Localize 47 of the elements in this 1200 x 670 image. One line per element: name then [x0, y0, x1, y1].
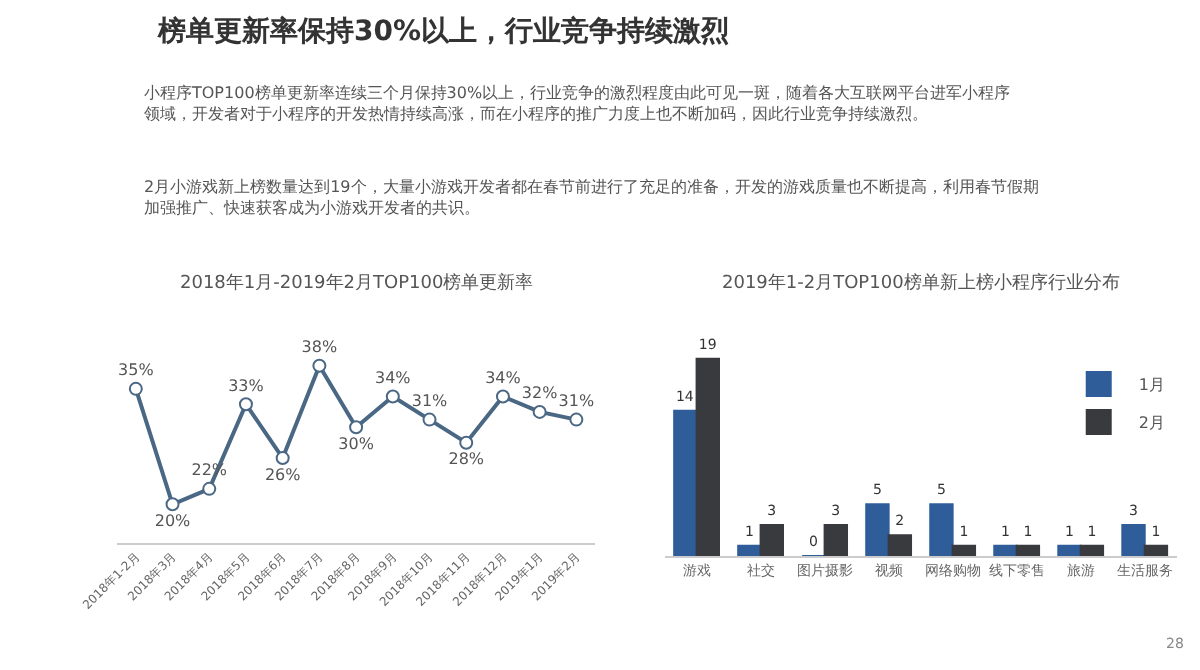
data-label: 34%	[375, 369, 412, 388]
data-label: 31%	[558, 392, 595, 411]
chart-title: 2019年1-2月TOP100榜单新上榜小程序行业分布	[722, 272, 1120, 294]
chart-title: 2018年1月-2019年2月TOP100榜单更新率	[180, 272, 534, 294]
text: 小程序TOP100榜单更新率连续三个月保持30%以上，行业竞争的激烈程度由此可见一斑，随着各大互联网平台进军小程序领域，开发者对于小程序的开发热情持续高涨，而在小程序的推广力度上也不断加码，因此行业竞争持续激烈。	[144, 84, 1011, 123]
data-label: 38%	[301, 338, 338, 357]
bar	[1057, 544, 1082, 557]
bar	[929, 503, 954, 557]
data-label: 34%	[485, 369, 522, 388]
bar	[823, 523, 849, 557]
point	[128, 381, 143, 396]
point	[238, 397, 253, 412]
data-label: 35%	[118, 361, 155, 380]
point	[385, 389, 400, 404]
data-label: 32%	[521, 384, 559, 403]
bar	[1121, 523, 1146, 557]
point	[495, 389, 510, 404]
bar	[1079, 544, 1105, 557]
point	[275, 451, 290, 466]
bar	[1015, 544, 1041, 557]
data-label: 20%	[154, 511, 192, 530]
text: 榜单更新率保持30%以上，行业竞争持续激烈	[156, 14, 730, 48]
data-label: 28%	[448, 450, 485, 469]
point	[569, 412, 584, 427]
point	[312, 358, 327, 373]
bar	[1143, 544, 1169, 557]
point	[422, 412, 437, 427]
bar	[673, 409, 698, 557]
bar	[887, 534, 913, 557]
bar	[865, 503, 890, 557]
point	[459, 435, 474, 450]
data-label: 26%	[264, 465, 302, 484]
point	[349, 420, 364, 435]
bar	[993, 544, 1018, 557]
bar	[695, 357, 720, 557]
legend-label: 2月	[1138, 414, 1165, 433]
data-label: 30%	[338, 434, 375, 453]
data-label: 31%	[411, 392, 449, 411]
point	[165, 497, 180, 512]
data-label: 33%	[228, 376, 265, 395]
text: 2月小游戏新上榜数量达到19个，大量小游戏开发者都在春节前进行了充足的准备，开发的游戏质量也不断提高，利用春节假期加强推广、快速获客成为小游戏开发者的共识。	[144, 178, 1039, 217]
point	[532, 404, 547, 419]
bar	[759, 523, 784, 557]
bar	[951, 544, 977, 557]
legend-label: 1月	[1138, 376, 1165, 395]
point	[202, 481, 217, 496]
bar	[737, 544, 762, 557]
